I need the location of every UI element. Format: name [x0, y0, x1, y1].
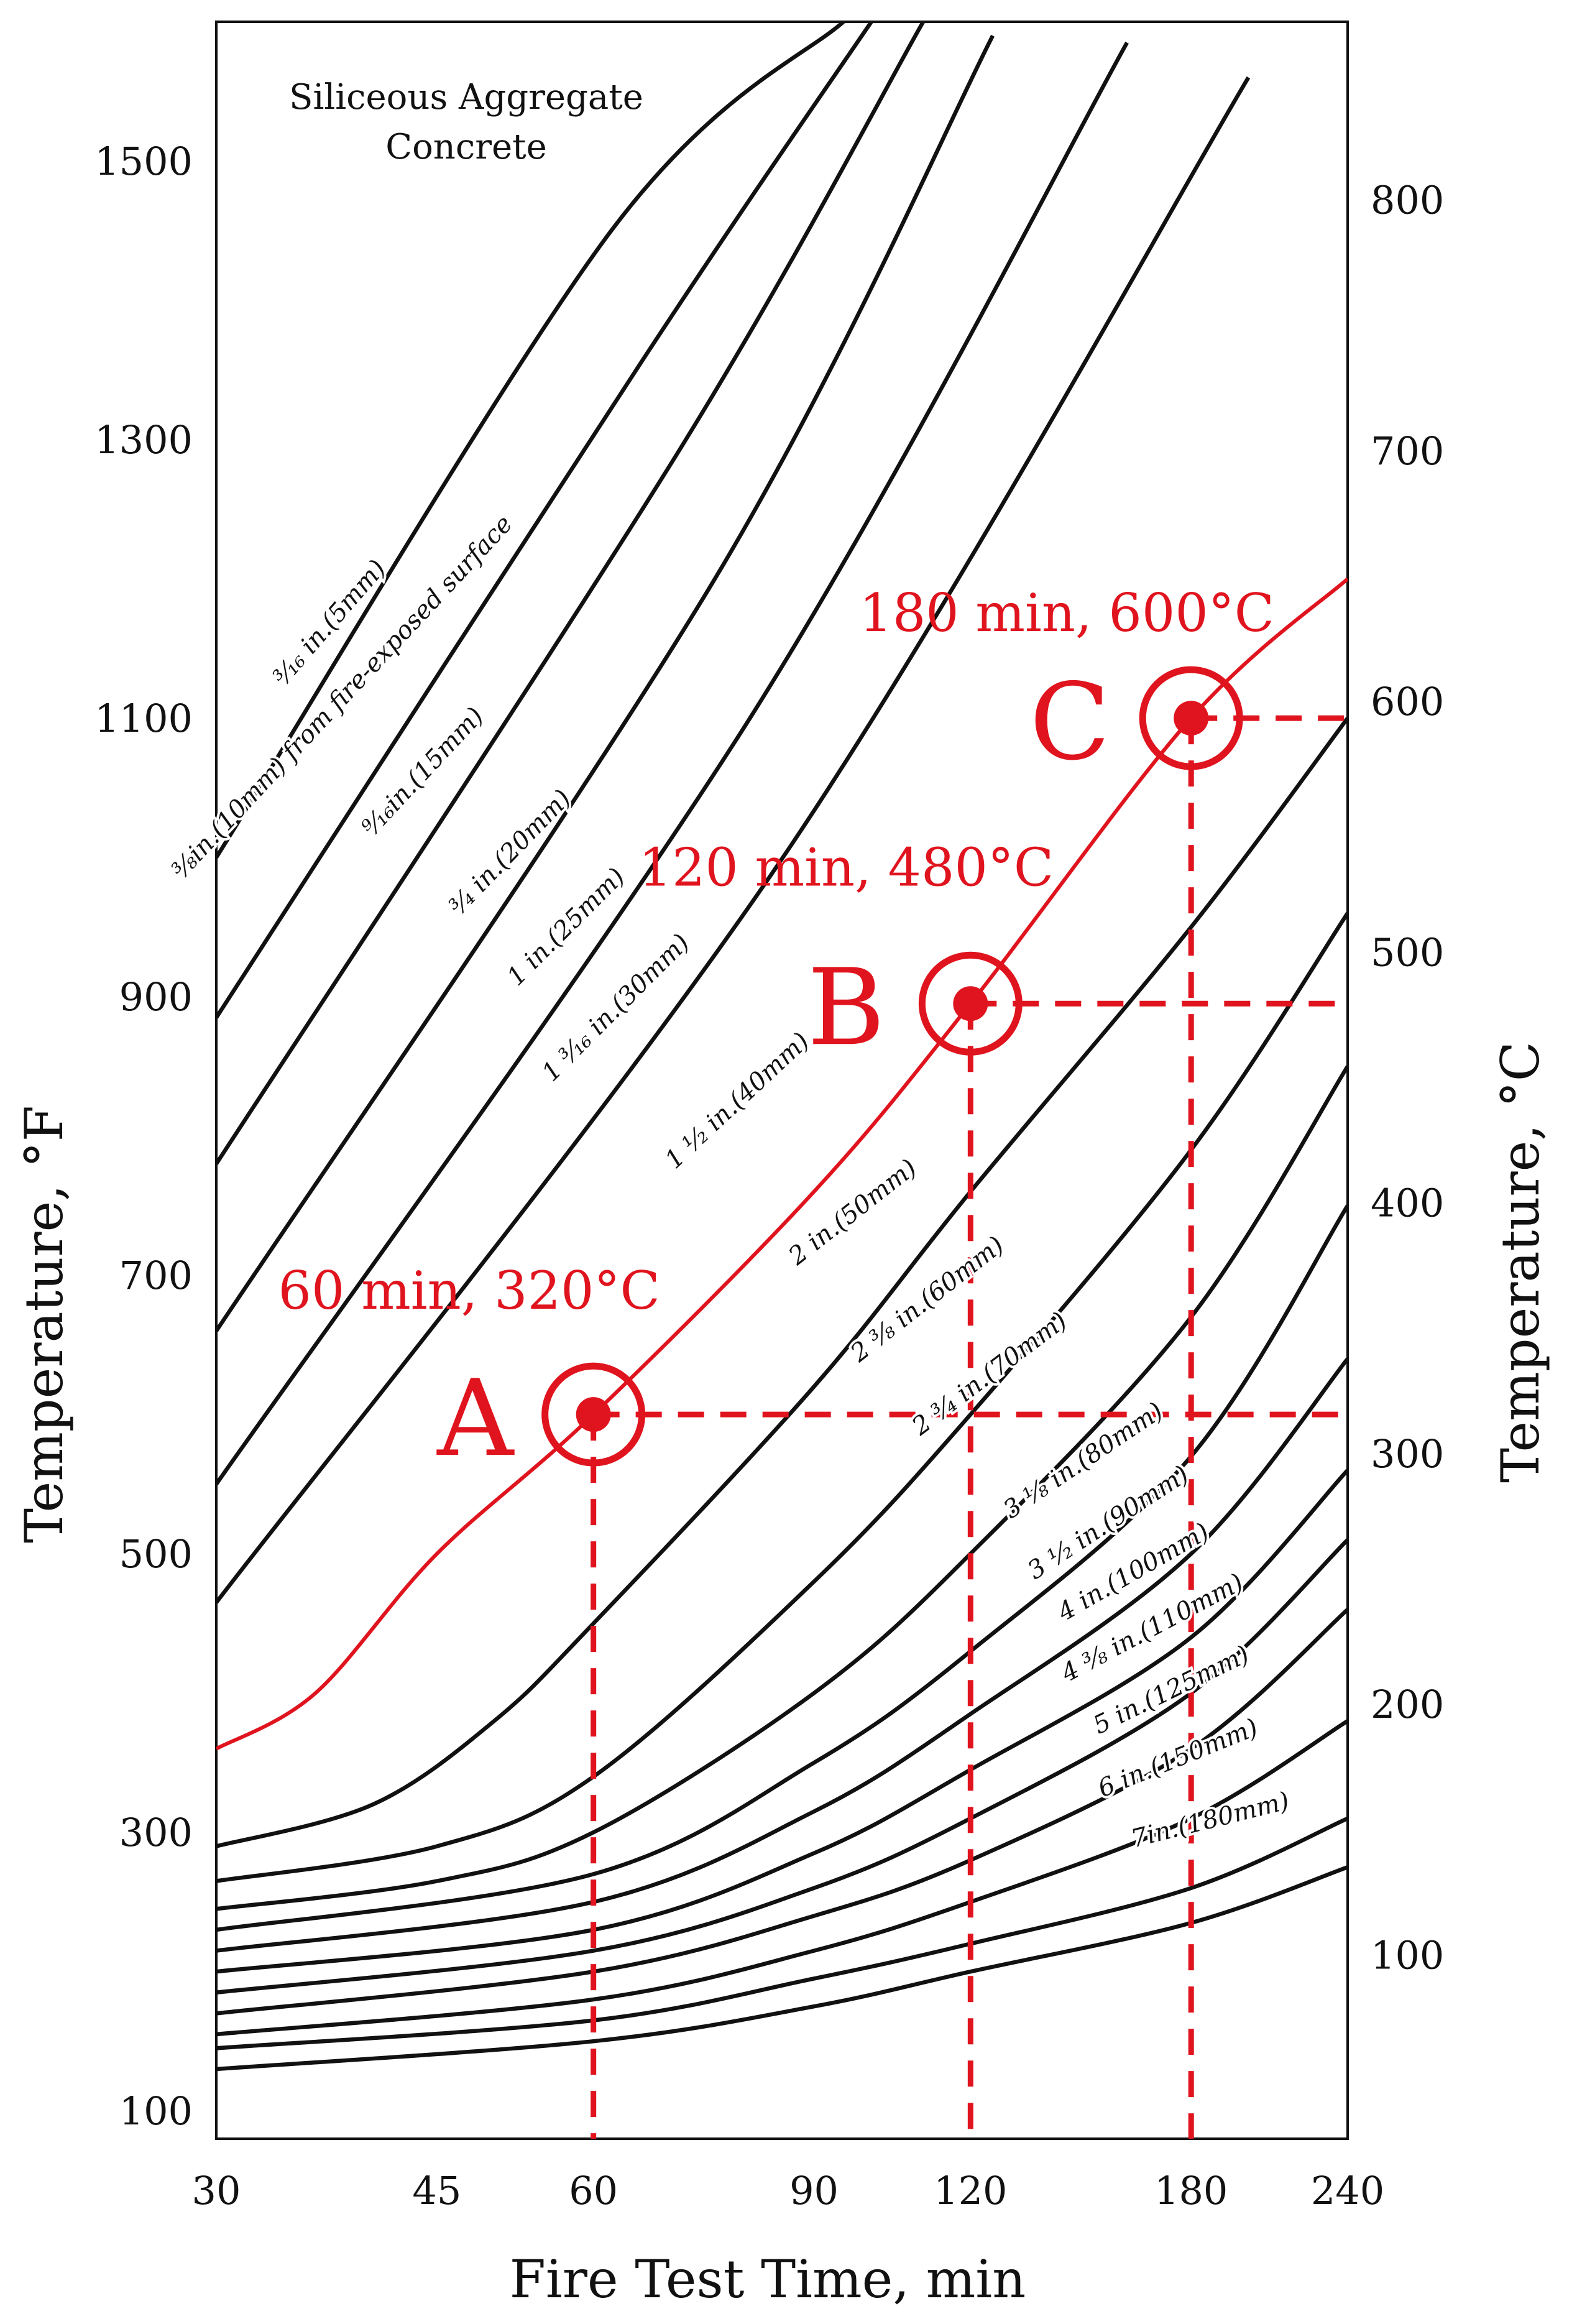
y-tick-label-f-300: 300 — [119, 1810, 193, 1855]
y-tick-label-c-100: 100 — [1371, 1932, 1444, 1978]
point-annotation-b: 120 min, 480°C — [639, 837, 1054, 898]
y-tick-label-c-300: 300 — [1371, 1431, 1444, 1477]
curve-2 — [216, 22, 873, 1019]
point-dot-b — [953, 986, 988, 1021]
y-tick-label-c-400: 400 — [1371, 1181, 1444, 1226]
curve-10 — [216, 1065, 1348, 1911]
point-letter-c: C — [1029, 661, 1110, 784]
y-tick-label-c-200: 200 — [1371, 1682, 1444, 1727]
y-tick-label-f-900: 900 — [119, 974, 193, 1020]
x-axis-title: Fire Test Time, min — [510, 2249, 1026, 2310]
point-letter-a: A — [436, 1357, 515, 1480]
y-tick-label-c-600: 600 — [1371, 679, 1444, 724]
guide-lines — [591, 715, 1348, 2139]
chart-title-line-2: Concrete — [385, 127, 547, 167]
curve-3 — [216, 22, 926, 1165]
x-tick-label-30: 30 — [192, 2168, 241, 2213]
y-axis-title-left: Temperature, °F — [14, 1105, 75, 1543]
point-annotation-a: 60 min, 320°C — [278, 1260, 660, 1321]
plot-frame — [215, 21, 1349, 2140]
curve-8 — [216, 717, 1348, 1848]
curves — [216, 22, 1348, 2072]
point-ring-c — [1139, 666, 1243, 770]
point-ring-a — [541, 1362, 646, 1467]
curve-6 — [216, 76, 1251, 1604]
y-tick-label-f-100: 100 — [119, 2088, 193, 2134]
ticks: 30 45 60 90 120 180 240 100 300 500 700 900 1100 1300… — [94, 139, 1444, 2213]
y-tick-label-f-1500: 1500 — [94, 139, 193, 184]
y-tick-label-f-700: 700 — [119, 1253, 193, 1298]
x-tick-label-60: 60 — [569, 2168, 618, 2213]
curve-4 — [216, 34, 995, 1332]
curve-12 — [216, 1357, 1348, 1953]
curve-13 — [216, 1469, 1348, 1974]
x-tick-label-240: 240 — [1311, 2168, 1384, 2213]
point-letter-b: B — [807, 946, 885, 1069]
x-tick-label-45: 45 — [412, 2168, 461, 2213]
chart-title-line-1: Siliceous Aggregate — [289, 77, 643, 118]
x-tick-label-120: 120 — [934, 2168, 1007, 2213]
curve-labels: ³⁄₁₆ in.(5mm)³⁄₈in.(10mm) from fire-expo… — [163, 507, 1294, 1856]
curve-label-17: 7in.(180mm) — [1128, 1787, 1292, 1854]
curve-5 — [216, 42, 1129, 1485]
x-tick-label-90: 90 — [789, 2168, 839, 2213]
y-tick-label-c-700: 700 — [1371, 428, 1444, 474]
curve-label-10: 2 ³⁄₄ in.(70mm) — [906, 1306, 1072, 1441]
point-annotation-c: 180 min, 600°C — [859, 583, 1274, 643]
y-tick-label-c-800: 800 — [1371, 178, 1444, 223]
curve-1 — [216, 22, 845, 859]
curve-label-7: 1 ¹⁄₂ in.(40mm) — [660, 1027, 815, 1174]
x-tick-label-180: 180 — [1154, 2168, 1228, 2213]
y-tick-label-f-1300: 1300 — [94, 417, 193, 463]
y-tick-label-f-500: 500 — [119, 1531, 193, 1577]
point-ring-b — [918, 951, 1023, 1056]
curve-label-2: ³⁄₈in.(10mm) from fire-exposed surface — [166, 510, 518, 885]
curve-9 — [216, 911, 1348, 1883]
curve-label-8: 2 in.(50mm) — [783, 1153, 922, 1271]
point-dot-a — [576, 1397, 611, 1432]
curve-15 — [216, 1608, 1348, 2016]
curve-17 — [216, 1816, 1348, 2050]
y-tick-label-c-500: 500 — [1371, 929, 1444, 975]
curve-7 — [216, 577, 1348, 1751]
y-axis-title-right: Temperature, °C — [1490, 1041, 1551, 1483]
point-dot-c — [1174, 701, 1209, 736]
markers: A 60 min, 320°C B 120 min, 480°C C 180 min, 6… — [278, 583, 1274, 1480]
curve-label-9: 2 ³⁄₈ in.(60mm) — [845, 1231, 1009, 1368]
curve-11 — [216, 1204, 1348, 1932]
y-tick-label-f-1100: 1100 — [94, 696, 193, 741]
curve-14 — [216, 1538, 1348, 1995]
curve-16 — [216, 1719, 1348, 2037]
